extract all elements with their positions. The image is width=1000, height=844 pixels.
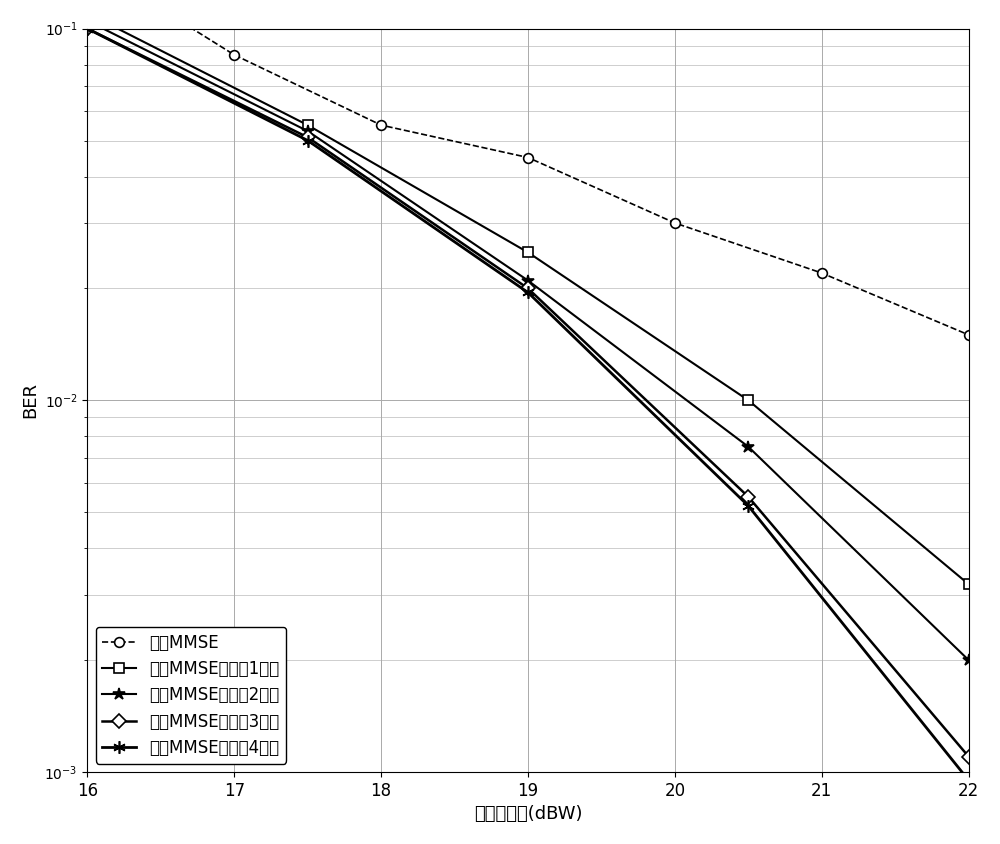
Legend: 传统MMSE, 改进MMSE（迭代1次）, 改进MMSE（迭代2次）, 改进MMSE（迭代3次）, 改进MMSE（迭代4次）: 传统MMSE, 改进MMSE（迭代1次）, 改进MMSE（迭代2次）, 改进MM…: [96, 627, 286, 764]
改进MMSE（迭代3次）: [963, 751, 975, 761]
改进MMSE（迭代2次）: [742, 441, 754, 452]
Line: 改进MMSE（迭代2次）: 改进MMSE（迭代2次）: [81, 14, 975, 666]
改进MMSE（迭代1次）: [742, 395, 754, 405]
Line: 改进MMSE（迭代1次）: 改进MMSE（迭代1次）: [83, 8, 973, 589]
Line: 传统MMSE: 传统MMSE: [83, 0, 973, 339]
改进MMSE（迭代1次）: [522, 247, 534, 257]
传统MMSE: [963, 330, 975, 340]
传统MMSE: [522, 153, 534, 163]
改进MMSE（迭代2次）: [963, 655, 975, 665]
改进MMSE（迭代1次）: [963, 579, 975, 589]
改进MMSE（迭代4次）: [81, 24, 93, 34]
改进MMSE（迭代1次）: [302, 120, 314, 130]
改进MMSE（迭代3次）: [522, 284, 534, 294]
改进MMSE（迭代4次）: [963, 775, 975, 785]
Line: 改进MMSE（迭代3次）: 改进MMSE（迭代3次）: [83, 24, 973, 761]
改进MMSE（迭代1次）: [81, 8, 93, 19]
改进MMSE（迭代3次）: [302, 133, 314, 143]
改进MMSE（迭代3次）: [81, 24, 93, 34]
改进MMSE（迭代2次）: [81, 16, 93, 26]
Y-axis label: BER: BER: [21, 382, 39, 419]
传统MMSE: [375, 120, 387, 130]
改进MMSE（迭代4次）: [522, 288, 534, 298]
改进MMSE（迭代2次）: [522, 275, 534, 285]
Line: 改进MMSE（迭代4次）: 改进MMSE（迭代4次）: [81, 23, 975, 787]
传统MMSE: [816, 268, 828, 278]
改进MMSE（迭代2次）: [302, 126, 314, 136]
改进MMSE（迭代4次）: [742, 500, 754, 511]
传统MMSE: [669, 218, 681, 228]
改进MMSE（迭代3次）: [742, 492, 754, 502]
X-axis label: 发送光功率(dBW): 发送光功率(dBW): [474, 805, 582, 823]
改进MMSE（迭代4次）: [302, 135, 314, 145]
传统MMSE: [228, 50, 240, 60]
